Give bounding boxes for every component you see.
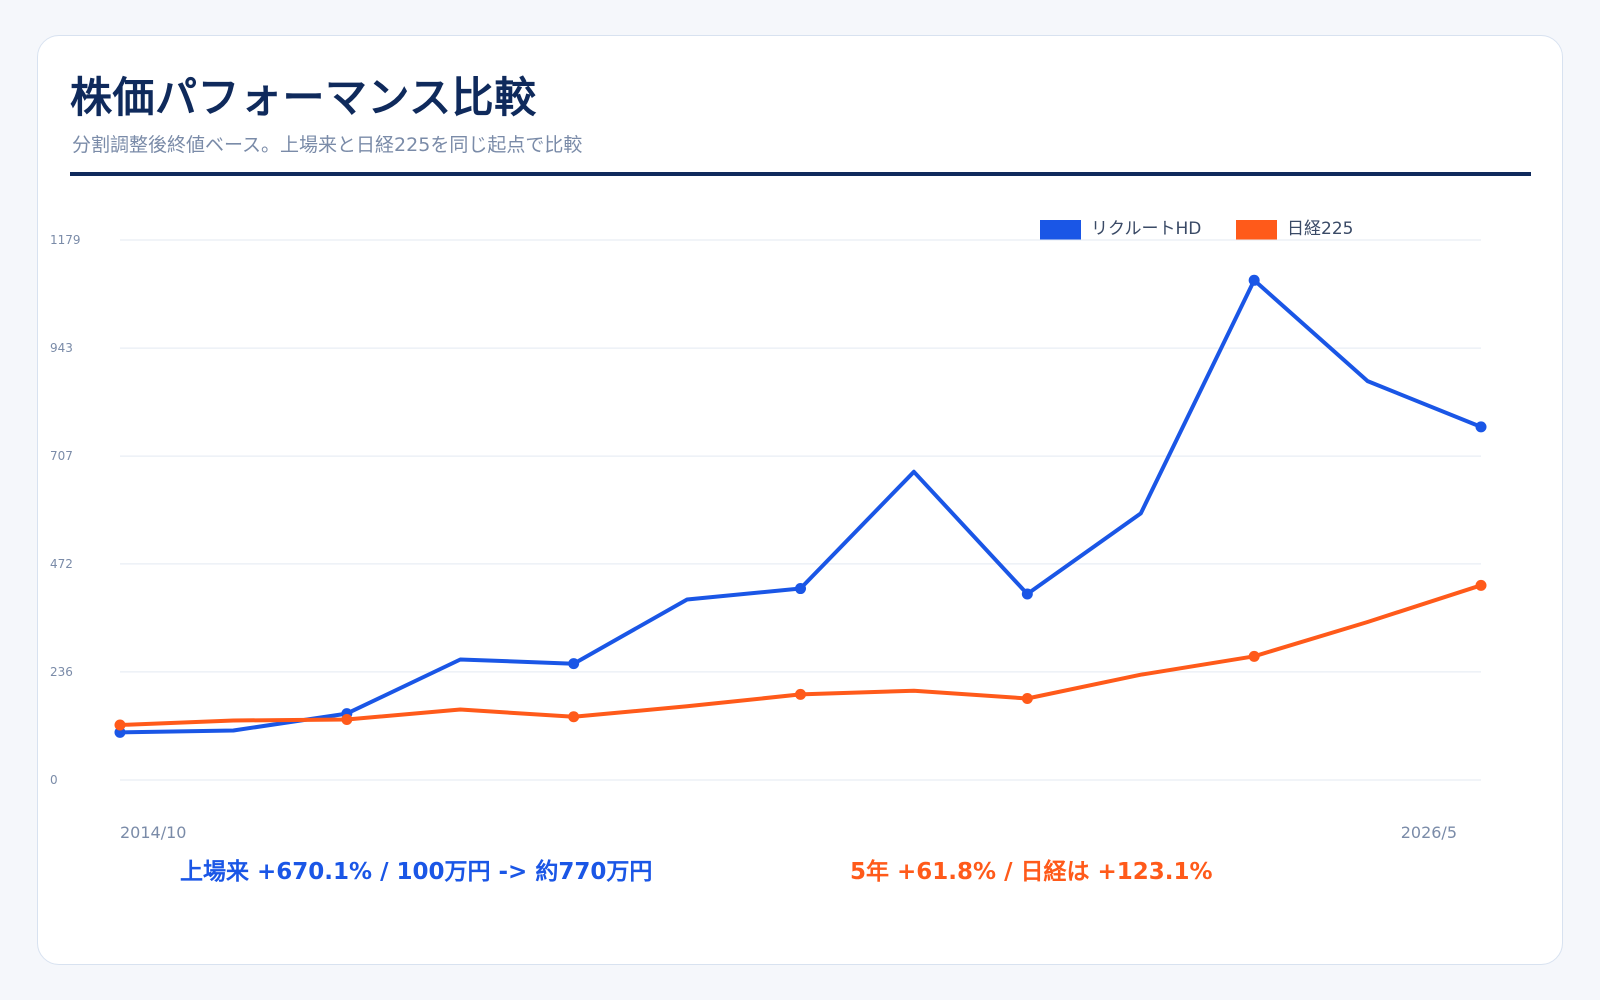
legend-swatch-nikkei [1236,220,1277,240]
data-point-s1-2 [341,714,353,726]
page-title: 株価パフォーマンス比較 [70,73,537,122]
data-point-s1-12 [1475,579,1487,591]
data-point-s1-6 [795,688,806,700]
y-tick-label-2: 472 [50,557,73,571]
chart-card [37,35,1563,965]
data-point-s1-10 [1248,650,1260,662]
legend-swatch-recruit [1040,220,1081,240]
legend-label-recruit: リクルートHD [1091,219,1202,239]
series-markers [114,274,1487,738]
data-point-s0-12 [1475,421,1487,433]
data-point-s1-0 [114,719,126,731]
data-point-s0-4 [568,658,580,670]
x-tick-label-start: 2014/10 [120,823,186,842]
y-tick-label-4: 943 [50,341,73,355]
grid-lines [120,239,1481,781]
data-point-s0-10 [1248,274,1260,286]
x-tick-label-end: 2026/5 [1401,823,1457,842]
y-tick-label-3: 707 [50,449,73,463]
page-subtitle: 分割調整後終値ベース。上場来と日経225を同じ起点で比較 [72,134,583,156]
y-tick-label-5: 1179 [50,233,81,247]
data-point-s1-8 [1021,692,1033,704]
y-tick-label-0: 0 [50,773,58,787]
y-tick-label-1: 236 [50,665,73,679]
data-point-s1-4 [568,711,580,723]
title-divider [70,172,1531,176]
data-point-s0-6 [795,583,806,595]
summary-nikkei: 5年 +61.8% / 日経は +123.1% [850,859,1213,885]
data-point-s0-8 [1021,588,1033,600]
summary-recruit: 上場来 +670.1% / 100万円 -> 約770万円 [180,859,653,885]
y-tick-labels: 0 236 472 707 943 1179 [50,233,81,787]
series-line-1 [118,583,1483,727]
legend-label-nikkei: 日経225 [1287,219,1354,239]
